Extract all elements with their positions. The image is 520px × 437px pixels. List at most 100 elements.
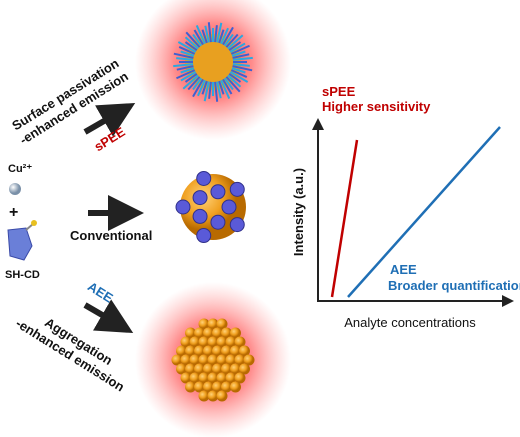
ligand bbox=[222, 26, 234, 46]
ligand bbox=[214, 25, 218, 43]
ligand bbox=[229, 71, 249, 83]
sphere bbox=[234, 336, 246, 348]
ligand bbox=[180, 50, 195, 57]
aee-label: Broader quantification bbox=[388, 278, 520, 293]
y-axis-label: Intensity (a.u.) bbox=[291, 168, 306, 256]
sphere bbox=[189, 354, 201, 366]
spee-line bbox=[330, 139, 359, 298]
ligand bbox=[214, 81, 219, 102]
sphere bbox=[225, 354, 237, 366]
ligand bbox=[185, 31, 201, 48]
sphere bbox=[212, 327, 223, 339]
sphere bbox=[234, 354, 246, 366]
sphere bbox=[189, 372, 201, 384]
carbon-dot bbox=[229, 217, 245, 233]
ligand bbox=[197, 79, 206, 97]
sphere bbox=[194, 381, 205, 393]
ligand bbox=[176, 69, 196, 80]
ligand bbox=[223, 77, 234, 91]
ligand bbox=[177, 41, 197, 53]
sphere bbox=[212, 345, 223, 357]
sphere bbox=[185, 345, 196, 357]
dot-label: SH-CD bbox=[5, 269, 40, 281]
carbon-dot bbox=[210, 184, 226, 200]
ligand bbox=[232, 63, 250, 67]
sphere bbox=[207, 336, 219, 348]
ligand bbox=[230, 69, 248, 78]
carbon-dot bbox=[229, 181, 245, 197]
ion-label: Cu²⁺ bbox=[8, 163, 32, 175]
ligand bbox=[220, 79, 231, 99]
sphere bbox=[221, 363, 232, 375]
carbon-dot bbox=[196, 228, 212, 244]
thiol bbox=[31, 220, 37, 226]
carbon-dot bbox=[210, 214, 226, 230]
sphere bbox=[176, 363, 187, 375]
sphere bbox=[185, 363, 196, 375]
sphere bbox=[176, 345, 187, 357]
sphere bbox=[194, 345, 205, 357]
ligand bbox=[176, 65, 194, 71]
aggregation-label: Aggregation -enhanced emission bbox=[13, 315, 127, 395]
ligand bbox=[225, 76, 241, 93]
core bbox=[185, 34, 241, 90]
carbon-dot bbox=[7, 227, 33, 261]
sphere bbox=[221, 381, 232, 393]
ligand bbox=[192, 33, 203, 47]
ligand bbox=[180, 71, 197, 82]
ligand bbox=[201, 80, 208, 95]
ligand bbox=[192, 78, 204, 98]
sphere bbox=[243, 354, 255, 366]
sphere bbox=[203, 381, 214, 393]
sphere bbox=[239, 363, 250, 375]
sphere bbox=[203, 363, 214, 375]
ligand bbox=[227, 74, 242, 88]
sphere bbox=[194, 327, 205, 339]
carbon-dot bbox=[192, 190, 208, 206]
tag: AEE bbox=[85, 279, 116, 306]
sphere bbox=[180, 354, 192, 366]
ligand bbox=[223, 33, 234, 47]
ligand bbox=[218, 29, 225, 44]
sphere bbox=[207, 318, 219, 330]
ligand bbox=[229, 42, 246, 53]
carbon-dot bbox=[196, 170, 212, 186]
ligand bbox=[184, 72, 198, 83]
ligand bbox=[173, 52, 194, 59]
sphere bbox=[225, 372, 237, 384]
sphere bbox=[198, 372, 210, 384]
sphere bbox=[221, 345, 232, 357]
x-axis-label: Analyte concentrations bbox=[344, 315, 476, 330]
aggregate-particle bbox=[171, 318, 255, 402]
ligand bbox=[222, 78, 233, 95]
sphere bbox=[207, 354, 219, 366]
ligand bbox=[184, 41, 198, 52]
carbon-dot bbox=[192, 208, 208, 224]
sphere bbox=[216, 390, 228, 402]
ligand bbox=[220, 27, 229, 45]
sphere bbox=[212, 363, 223, 375]
sphere bbox=[230, 327, 241, 339]
sphere bbox=[185, 381, 196, 393]
sphere bbox=[180, 372, 192, 384]
sphere bbox=[230, 381, 241, 393]
ion bbox=[9, 183, 21, 195]
sphere bbox=[198, 354, 210, 366]
sphere bbox=[198, 318, 210, 330]
conventional-particle bbox=[175, 170, 246, 244]
sphere bbox=[198, 390, 210, 402]
sphere bbox=[198, 336, 210, 348]
sphere bbox=[203, 327, 214, 339]
plus: + bbox=[9, 204, 18, 221]
ligand bbox=[207, 22, 212, 43]
sphere bbox=[230, 363, 241, 375]
surface-dots bbox=[175, 170, 245, 244]
ligand bbox=[192, 77, 203, 91]
sphere bbox=[216, 336, 228, 348]
ligand bbox=[227, 34, 244, 50]
ligand bbox=[228, 72, 242, 83]
ligand bbox=[173, 63, 194, 68]
arrow bbox=[83, 299, 134, 334]
